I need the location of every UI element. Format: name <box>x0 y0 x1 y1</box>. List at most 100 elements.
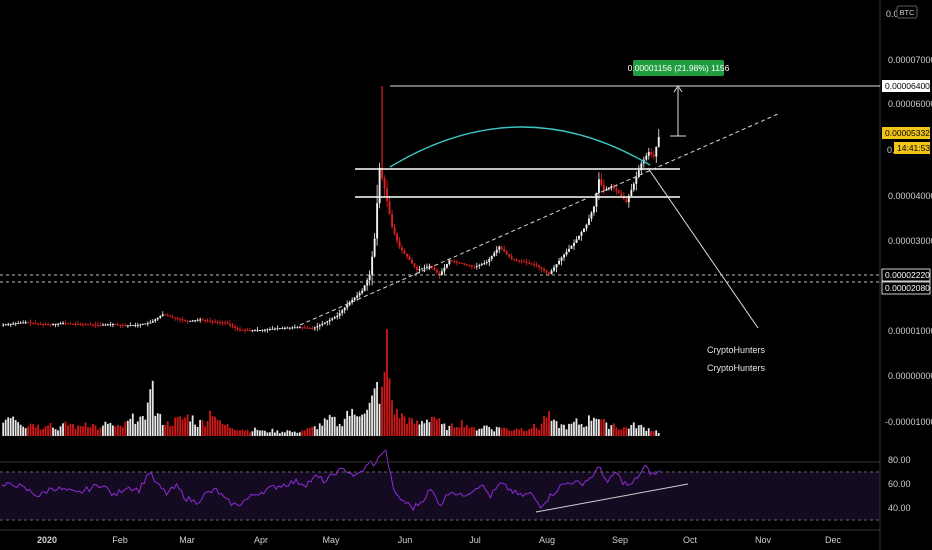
volume-bar <box>276 430 279 436</box>
volume-bar <box>59 426 62 436</box>
volume-bar <box>642 427 645 436</box>
volume-bar <box>236 430 239 436</box>
rounding-arc[interactable] <box>389 126 651 168</box>
time-axis[interactable]: 2020 Feb Mar Apr May Jun Jul Aug Sep Oct… <box>37 535 842 545</box>
candle-body <box>356 295 359 298</box>
drawings[interactable]: 0.00001156 (21.98%) 1156 <box>0 60 880 329</box>
volume-bar <box>291 432 294 436</box>
volume-bar <box>281 431 284 436</box>
candle-body <box>176 318 179 320</box>
volume-bar <box>403 416 406 436</box>
candle-body <box>271 328 274 330</box>
volume-bar <box>301 430 304 436</box>
volume-bar <box>426 419 428 436</box>
volume-bar <box>67 425 69 436</box>
candle-body <box>159 316 162 318</box>
projection-line[interactable] <box>647 167 759 329</box>
time-tick-jun: Jun <box>398 535 413 545</box>
rsi-trendline[interactable] <box>535 483 689 513</box>
candle-body <box>311 328 314 330</box>
rsi-pane[interactable] <box>0 449 880 521</box>
volume-bar <box>383 371 386 436</box>
candle-body <box>2 324 5 326</box>
price-tick-4: 0.00003000 <box>888 236 932 246</box>
candle-body <box>114 323 117 325</box>
rising-trendline[interactable] <box>299 113 779 326</box>
candle-body <box>186 320 189 322</box>
volume-bar <box>515 428 518 436</box>
candle-body <box>298 327 301 329</box>
price-axis[interactable]: 0.0 BTC 0.00007000 0.00006000 0.00004000… <box>881 5 932 513</box>
candle-body <box>490 255 493 260</box>
volume-bar <box>119 425 122 436</box>
candle-body <box>87 324 89 326</box>
candle-body <box>82 324 84 326</box>
candle-body <box>588 218 590 225</box>
candle-body <box>17 322 20 324</box>
candle-body <box>510 256 513 259</box>
volume-bar <box>97 429 99 436</box>
volume-bar <box>530 428 533 436</box>
volume-bar <box>266 432 269 436</box>
measure-tool[interactable]: 0.00001156 (21.98%) 1156 <box>628 60 730 137</box>
volume-bar <box>321 425 324 436</box>
volume-bar <box>283 432 286 436</box>
candle-body <box>219 322 222 324</box>
volume-bar <box>505 428 508 436</box>
candle-body <box>351 299 354 303</box>
volume-bar <box>7 417 10 436</box>
candle-body <box>480 264 483 266</box>
volume-bar <box>191 415 194 436</box>
volume-bar <box>413 423 416 436</box>
candle-body <box>500 246 503 250</box>
volume-bar <box>181 419 184 436</box>
volume-bar <box>104 421 107 436</box>
candle-body <box>553 267 556 271</box>
candle-body <box>652 154 655 157</box>
volume-bar <box>224 425 226 436</box>
volume-bar <box>189 421 192 436</box>
candle-body <box>386 188 389 202</box>
volume-bar <box>605 422 608 436</box>
volume-bar <box>580 424 583 436</box>
candle-body <box>254 330 256 332</box>
volume-bar <box>401 413 403 436</box>
volume-bar <box>109 422 112 436</box>
candle-body <box>640 163 643 171</box>
volume-bar <box>645 430 648 436</box>
candle-body <box>59 323 62 325</box>
candle-body <box>206 320 209 322</box>
volume-bar <box>346 410 349 436</box>
volume-bar <box>408 417 411 436</box>
currency-badge[interactable] <box>896 5 918 19</box>
candle-body <box>104 324 107 326</box>
candle-body <box>650 152 653 155</box>
candle-body <box>515 259 518 261</box>
candle-body <box>383 178 386 189</box>
volume-bar <box>9 418 12 436</box>
volume-bar <box>593 417 595 436</box>
volume-bar <box>221 423 224 436</box>
candle-body <box>291 327 294 329</box>
candle-body <box>378 167 381 204</box>
candle-body <box>570 245 573 249</box>
candle-body <box>49 324 52 326</box>
volume-bar <box>39 429 42 436</box>
candle-body <box>548 272 551 274</box>
price-tick-1: 0.00007000 <box>888 55 932 65</box>
volume-bar <box>647 428 650 436</box>
candle-body <box>343 307 346 311</box>
volume-bar <box>513 430 516 436</box>
volume-bar <box>124 421 127 436</box>
candle-body <box>121 324 124 326</box>
volume-bar <box>493 431 496 436</box>
volume-bar <box>4 419 7 436</box>
candle-body <box>97 324 99 326</box>
candle-body <box>191 320 194 322</box>
candle-body <box>19 322 22 324</box>
volume-bar <box>433 416 436 436</box>
volume-bar <box>229 427 231 436</box>
volume-bar <box>141 416 144 436</box>
candle-body <box>630 189 633 196</box>
